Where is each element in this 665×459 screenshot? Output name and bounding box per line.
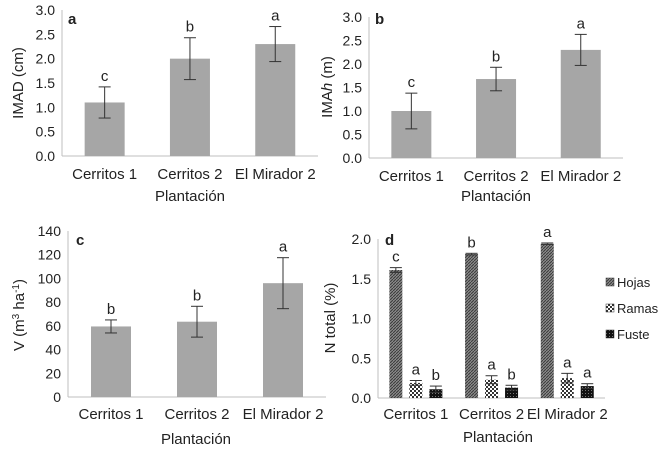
b-bar (560, 49, 601, 158)
panel-b-xlabel: Plantación (461, 188, 531, 205)
a-ytick-label: 3.0 (36, 2, 56, 18)
a-ytick-label: 0.0 (36, 148, 56, 164)
b-ytick-label: 3.0 (343, 9, 363, 25)
panel-b-ylabel: IMAh (m) (319, 56, 336, 118)
a-category-label: El Mirador 2 (235, 166, 316, 183)
a-significance-letter: a (271, 8, 280, 25)
c-significance-letter: b (193, 287, 201, 304)
panel-d-ylabel: N total (%) (322, 283, 339, 354)
b-ytick-label: 0.5 (343, 127, 363, 143)
d-ytick-label: 0.5 (352, 350, 372, 366)
panel-d: d N total (%) Plantación 0.0 0.5 1.0 1.5 2.0… (322, 224, 659, 446)
d-significance-letter: b (432, 367, 440, 384)
d-bar (540, 243, 554, 398)
b-ytick-label: 0.0 (343, 150, 363, 166)
b-bar (476, 79, 517, 158)
d-bar (505, 387, 519, 398)
c-category-label: El Mirador 2 (243, 406, 324, 423)
legend-swatch-ramas (605, 303, 615, 313)
c-ytick-label: 80 (45, 294, 61, 310)
a-ytick-label: 0.5 (36, 124, 56, 140)
panel-a-xlabel: Plantación (155, 188, 225, 205)
d-bar (429, 389, 443, 398)
b-ytick-label: 2.0 (343, 56, 363, 72)
c-ytick-label: 60 (45, 318, 61, 334)
d-significance-letter: c (392, 249, 400, 266)
c-category-label: Cerritos 1 (78, 406, 143, 423)
panel-c: c V (m3 ha-1) Plantación 0 20 40 60 80 100 120… (11, 223, 326, 448)
a-ytick-label: 1.5 (36, 75, 56, 91)
d-significance-letter: a (583, 365, 592, 382)
d-significance-letter: a (412, 362, 421, 379)
d-bar (389, 270, 403, 398)
d-ytick-label: 0.0 (352, 390, 372, 406)
d-category-label: El Mirador 2 (527, 406, 608, 423)
a-category-label: Cerritos 1 (72, 166, 137, 183)
d-ytick-label: 1.0 (352, 311, 372, 327)
panel-d-xlabel: Plantación (463, 429, 533, 446)
b-ytick-label: 1.5 (343, 80, 363, 96)
c-significance-letter: a (279, 239, 288, 256)
d-significance-letter: b (467, 234, 475, 251)
panel-a: a IMAD (cm) Plantación 0.0 0.5 1.0 1.5 2.0 2.… (10, 2, 318, 205)
panel-d-letter: d (385, 232, 394, 249)
legend-swatch-hojas (605, 277, 615, 287)
b-category-label: El Mirador 2 (540, 168, 621, 185)
d-bar (465, 254, 479, 398)
c-category-label: Cerritos 2 (164, 406, 229, 423)
a-ytick-label: 1.0 (36, 99, 56, 115)
d-bar (580, 386, 594, 398)
c-ytick-label: 120 (38, 247, 62, 263)
panel-c-letter: c (76, 232, 84, 249)
panel-a-letter: a (68, 11, 77, 28)
a-significance-letter: b (186, 19, 194, 36)
panel-b: b IMAh (m) Plantación 0.0 0.5 1.0 1.5 2.0 2.5… (319, 9, 623, 205)
b-ytick-label: 1.0 (343, 103, 363, 119)
d-bar (485, 379, 499, 398)
b-significance-letter: a (577, 15, 586, 32)
d-ytick-label: 1.5 (352, 271, 372, 287)
b-ytick-label: 2.5 (343, 33, 363, 49)
legend-swatch-fuste (605, 329, 615, 339)
panel-a-ylabel: IMAD (cm) (10, 47, 27, 119)
b-category-label: Cerritos 1 (379, 168, 444, 185)
d-category-label: Cerritos 2 (459, 406, 524, 423)
a-bar (255, 44, 296, 156)
panel-b-letter: b (375, 11, 384, 28)
b-significance-letter: c (408, 74, 416, 91)
legend-label-fuste: Fuste (617, 327, 650, 342)
b-significance-letter: b (492, 48, 500, 65)
c-ytick-label: 20 (45, 365, 61, 381)
d-significance-letter: b (507, 366, 515, 383)
d-bar (409, 382, 423, 398)
a-ytick-label: 2.5 (36, 26, 56, 42)
b-category-label: Cerritos 2 (464, 168, 529, 185)
d-significance-letter: a (487, 357, 496, 374)
c-bar (91, 326, 131, 397)
c-ytick-label: 0 (53, 389, 61, 405)
legend-label-ramas: Ramas (617, 301, 659, 316)
d-significance-letter: a (543, 224, 552, 241)
c-ytick-label: 100 (38, 270, 62, 286)
panel-c-xlabel: Plantación (161, 431, 231, 448)
a-ytick-label: 2.0 (36, 51, 56, 67)
c-ytick-label: 140 (38, 223, 62, 239)
d-ytick-label: 2.0 (352, 231, 372, 247)
c-significance-letter: b (107, 301, 115, 318)
panel-c-ylabel: V (m3 ha-1) (11, 279, 28, 351)
c-ytick-label: 40 (45, 342, 61, 358)
a-significance-letter: c (101, 68, 109, 85)
legend-label-hojas: Hojas (617, 275, 651, 290)
a-category-label: Cerritos 2 (157, 166, 222, 183)
d-category-label: Cerritos 1 (383, 406, 448, 423)
d-significance-letter: a (563, 354, 572, 371)
panel-d-legend: Hojas Ramas Fuste (605, 275, 659, 342)
